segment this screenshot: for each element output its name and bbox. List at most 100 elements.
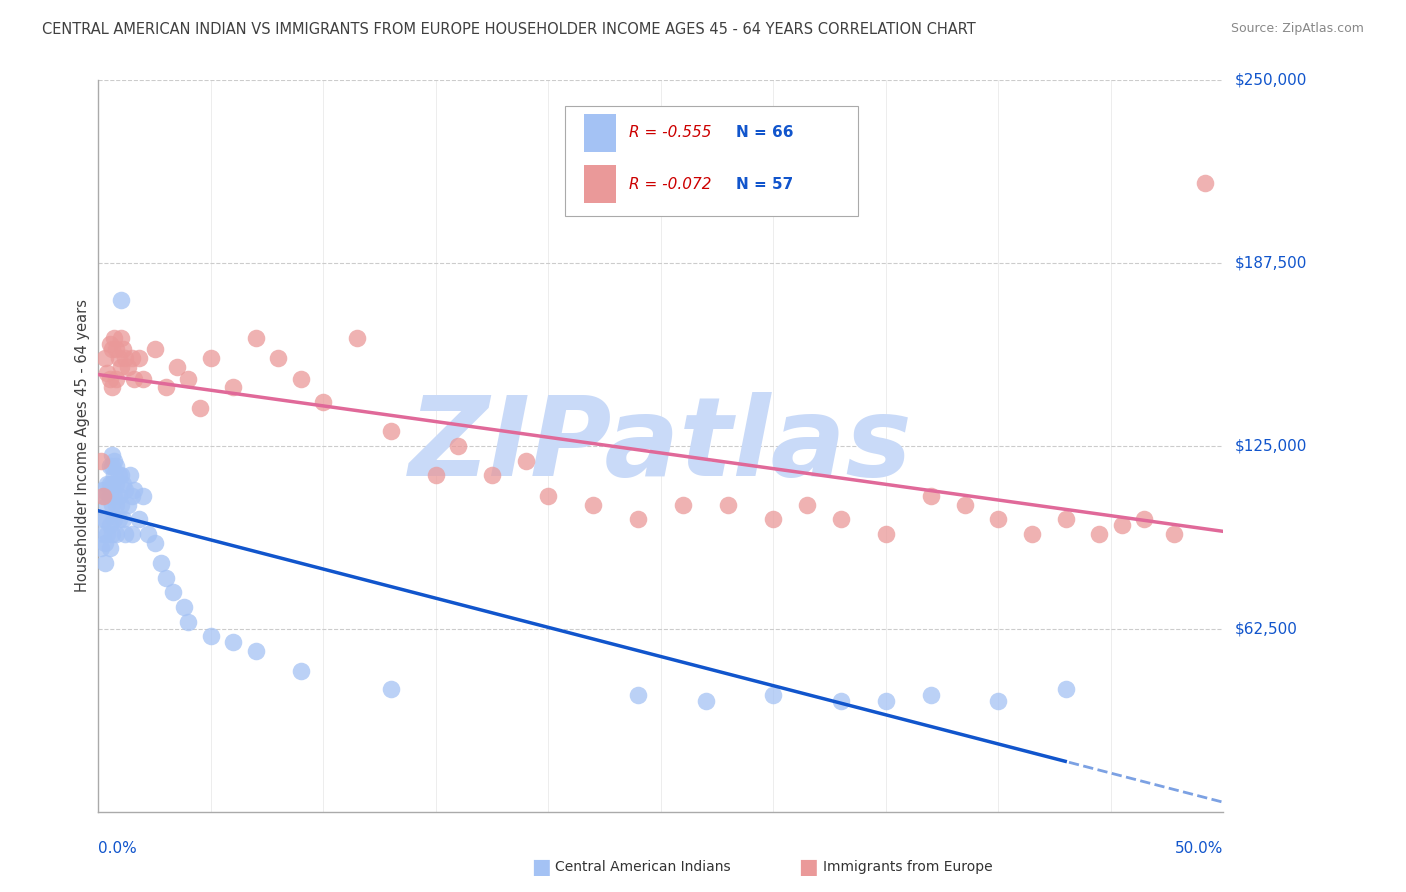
Point	[101, 526, 124, 541]
Point	[98, 518, 121, 533]
Point	[222, 380, 245, 394]
Text: Source: ZipAtlas.com: Source: ZipAtlas.com	[1230, 22, 1364, 36]
Point	[875, 693, 897, 707]
Point	[875, 526, 897, 541]
Point	[627, 512, 650, 526]
Point	[91, 512, 114, 526]
Point	[98, 477, 121, 491]
Point	[114, 483, 136, 497]
Point	[481, 468, 503, 483]
Point	[94, 556, 117, 570]
Point	[114, 351, 136, 366]
Point	[124, 372, 146, 386]
Point	[94, 351, 117, 366]
Point	[101, 448, 124, 462]
Point	[627, 688, 650, 702]
Point	[91, 489, 114, 503]
Point	[150, 556, 173, 570]
Point	[143, 343, 166, 357]
Point	[103, 489, 125, 503]
Point	[94, 535, 117, 549]
Point	[101, 343, 124, 357]
Text: R = -0.555: R = -0.555	[630, 126, 711, 140]
Text: 50.0%: 50.0%	[1175, 841, 1223, 856]
Point	[380, 425, 402, 439]
Point	[1194, 176, 1216, 190]
Point	[103, 512, 125, 526]
Point	[1163, 526, 1185, 541]
Point	[110, 498, 132, 512]
Point	[105, 459, 128, 474]
Point	[312, 395, 335, 409]
Y-axis label: Householder Income Ages 45 - 64 years: Householder Income Ages 45 - 64 years	[75, 300, 90, 592]
Point	[695, 693, 717, 707]
Point	[515, 453, 537, 467]
Point	[582, 498, 605, 512]
Point	[155, 380, 177, 394]
Point	[105, 372, 128, 386]
Point	[166, 359, 188, 374]
Point	[425, 468, 447, 483]
Point	[96, 477, 118, 491]
Point	[762, 512, 785, 526]
FancyBboxPatch shape	[585, 114, 616, 152]
Point	[107, 489, 129, 503]
Text: ZIPatlas: ZIPatlas	[409, 392, 912, 500]
Point	[920, 489, 942, 503]
Point	[110, 359, 132, 374]
Point	[200, 629, 222, 643]
FancyBboxPatch shape	[585, 165, 616, 203]
Point	[177, 615, 200, 629]
Point	[101, 477, 124, 491]
Point	[245, 331, 267, 345]
Text: $62,500: $62,500	[1234, 622, 1298, 636]
Point	[162, 585, 184, 599]
Point	[96, 366, 118, 380]
Point	[987, 693, 1010, 707]
Point	[110, 331, 132, 345]
Point	[173, 599, 195, 614]
Point	[110, 468, 132, 483]
Point	[117, 498, 139, 512]
Point	[796, 498, 818, 512]
Point	[91, 483, 114, 497]
Point	[1054, 512, 1077, 526]
Point	[290, 665, 312, 679]
Point	[96, 498, 118, 512]
Point	[98, 459, 121, 474]
Point	[98, 372, 121, 386]
Point	[128, 351, 150, 366]
Point	[112, 512, 135, 526]
Point	[128, 512, 150, 526]
Point	[1054, 681, 1077, 696]
Point	[98, 541, 121, 556]
Point	[447, 439, 470, 453]
Point	[105, 526, 128, 541]
Point	[920, 688, 942, 702]
Point	[537, 489, 560, 503]
Point	[98, 336, 121, 351]
Point	[143, 535, 166, 549]
Point	[177, 372, 200, 386]
Text: Immigrants from Europe: Immigrants from Europe	[823, 860, 993, 874]
Point	[1021, 526, 1043, 541]
Point	[132, 489, 155, 503]
Point	[98, 489, 121, 503]
Point	[672, 498, 695, 512]
Text: ■: ■	[799, 857, 818, 877]
Point	[717, 498, 740, 512]
Point	[90, 541, 112, 556]
Point	[830, 693, 852, 707]
Point	[94, 489, 117, 503]
Point	[112, 477, 135, 491]
Point	[107, 512, 129, 526]
Point	[346, 331, 368, 345]
Text: CENTRAL AMERICAN INDIAN VS IMMIGRANTS FROM EUROPE HOUSEHOLDER INCOME AGES 45 - 6: CENTRAL AMERICAN INDIAN VS IMMIGRANTS FR…	[42, 22, 976, 37]
Point	[117, 359, 139, 374]
Point	[762, 688, 785, 702]
Text: $187,500: $187,500	[1234, 256, 1306, 270]
Point	[107, 351, 129, 366]
Point	[121, 351, 143, 366]
Point	[105, 498, 128, 512]
Point	[101, 380, 124, 394]
